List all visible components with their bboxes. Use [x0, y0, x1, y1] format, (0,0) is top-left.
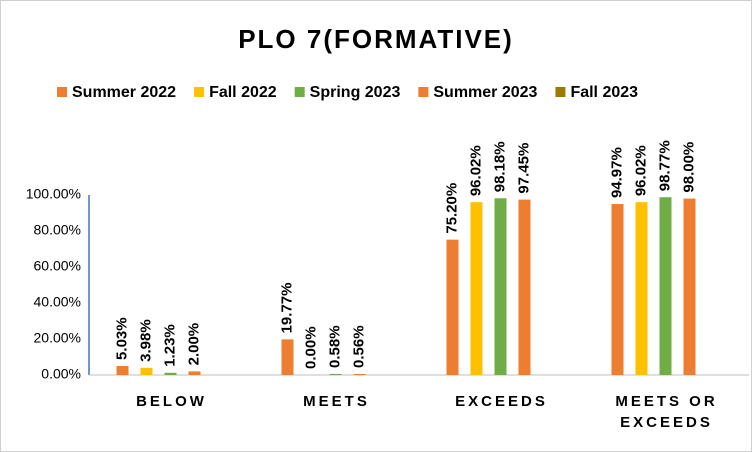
x-tick-label: MEETS: [303, 393, 370, 410]
data-label: 98.18%: [491, 141, 508, 192]
data-label: 96.02%: [467, 145, 484, 196]
bar: [281, 339, 294, 375]
y-tick-label: 100.00%: [26, 186, 81, 202]
bar: [329, 373, 342, 375]
bar: [188, 371, 201, 375]
legend-label: Summer 2022: [72, 84, 176, 101]
bar: [635, 202, 648, 375]
legend-label: Fall 2022: [209, 84, 277, 101]
bar: [116, 365, 129, 375]
legend-swatch: [294, 87, 305, 97]
data-label: 0.58%: [326, 325, 343, 368]
legend-label: Summer 2023: [433, 84, 537, 101]
data-label: 98.77%: [656, 140, 673, 191]
legend-swatch: [555, 87, 566, 97]
bar: [659, 197, 672, 375]
data-label: 94.97%: [608, 147, 625, 198]
data-label: 5.03%: [113, 317, 130, 360]
legend-swatch: [418, 87, 429, 97]
legend-swatch: [194, 87, 205, 97]
data-label: 1.23%: [161, 324, 178, 367]
x-tick-label: EXCEEDS: [455, 393, 548, 410]
data-label: 0.00%: [302, 326, 319, 369]
data-label: 96.02%: [632, 145, 649, 196]
bar: [164, 372, 177, 375]
data-label: 75.20%: [443, 183, 460, 234]
bar: [494, 198, 507, 375]
data-label: 97.45%: [515, 143, 532, 194]
y-tick-label: 20.00%: [34, 330, 81, 346]
bar: [683, 198, 696, 375]
bar: [353, 373, 366, 375]
x-tick-label: MEETS OR EXCEEDS: [615, 393, 718, 431]
data-label: 98.00%: [680, 142, 697, 193]
legend-label: Spring 2023: [310, 84, 401, 101]
data-label: 2.00%: [185, 323, 202, 366]
data-label: 19.77%: [278, 283, 295, 334]
data-label: 3.98%: [137, 319, 154, 362]
bar: [518, 199, 531, 375]
legend-label: Fall 2023: [570, 84, 638, 101]
bar: [140, 367, 153, 375]
bar: [446, 239, 459, 375]
x-tick-label: BELOW: [136, 393, 207, 410]
y-tick-label: 0.00%: [41, 366, 81, 382]
chart-title: PLO 7(FORMATIVE): [238, 24, 514, 54]
legend-swatch: [57, 87, 67, 97]
y-tick-label: 40.00%: [34, 294, 81, 310]
data-label: 0.56%: [350, 325, 367, 368]
bar: [470, 202, 483, 375]
bar: [611, 204, 624, 375]
y-tick-label: 80.00%: [34, 222, 81, 238]
y-tick-label: 60.00%: [34, 258, 81, 274]
